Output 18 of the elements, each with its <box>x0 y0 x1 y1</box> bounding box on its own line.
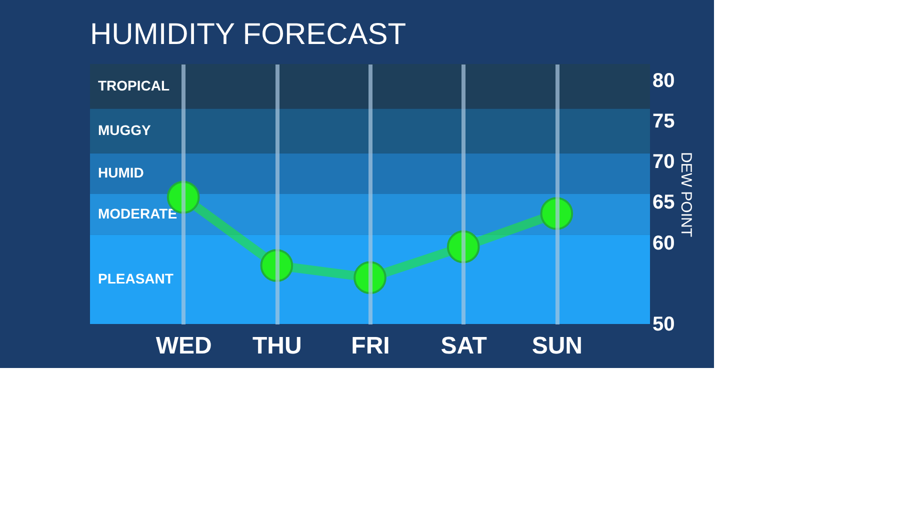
band-label: TROPICAL <box>98 77 170 94</box>
band-label: HUMID <box>98 164 144 181</box>
x-tick-label: THU <box>252 332 302 360</box>
x-tick-label: SAT <box>440 332 488 360</box>
y-tick-label: 75 <box>652 110 675 132</box>
y-tick-label: 80 <box>652 70 675 92</box>
y-tick-label: 65 <box>652 192 675 214</box>
y-tick-label: 70 <box>652 151 675 173</box>
band-label: MUGGY <box>98 122 152 138</box>
x-tick-label: SUN <box>532 332 583 360</box>
band-label: PLEASANT <box>98 270 174 286</box>
chart-title: HUMIDITY FORECAST <box>90 18 406 51</box>
y-tick-label: 50 <box>652 314 675 336</box>
y-axis-title: DEW POINT <box>678 152 695 237</box>
y-tick-label: 60 <box>652 232 675 254</box>
x-tick-label: WED <box>156 332 212 360</box>
band-label: MODERATE <box>98 205 178 222</box>
x-tick-label: FRI <box>351 332 390 360</box>
